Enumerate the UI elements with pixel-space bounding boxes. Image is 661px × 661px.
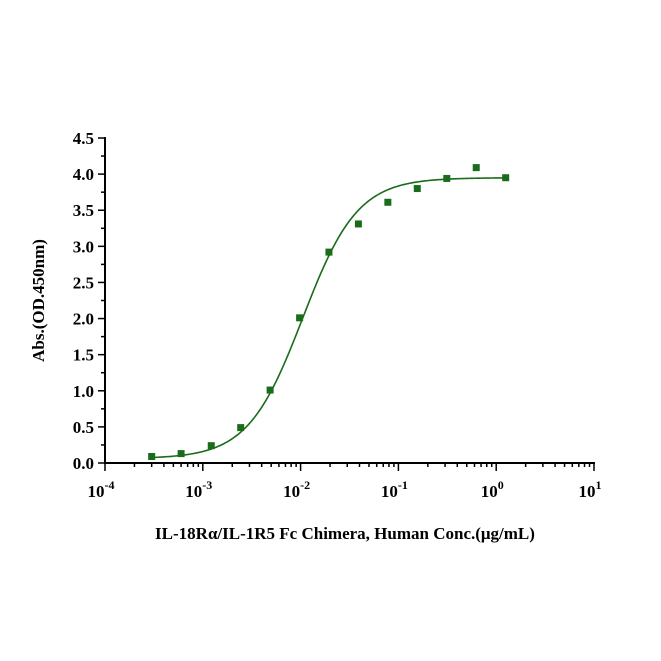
y-tick-label: 2.5 [73, 273, 94, 292]
x-tick-label: 101 [579, 478, 602, 501]
data-point [384, 198, 392, 206]
data-point [207, 442, 215, 450]
y-tick-label: 1.0 [73, 382, 94, 401]
x-tick-label: 10-1 [381, 478, 408, 501]
x-ticks: 10-4 10-3 10-2 10-1 100 101 [88, 463, 602, 501]
data-point [237, 424, 245, 432]
x-tick-label: 100 [481, 478, 504, 501]
y-tick-label: 3.0 [73, 237, 94, 256]
x-tick-label: 10-2 [283, 478, 310, 501]
x-axis-label: IL-18Rα/IL-1R5 Fc Chimera, Human Conc.(μ… [155, 524, 535, 543]
y-tick-label: 3.5 [73, 201, 94, 220]
y-tick-label: 4.0 [73, 165, 94, 184]
axes [104, 137, 595, 464]
y-tick-label: 2.0 [73, 310, 94, 329]
y-tick-label: 0.0 [73, 454, 94, 473]
data-point [266, 386, 274, 394]
data-point [472, 164, 480, 172]
data-point [354, 220, 362, 228]
y-tick-label: 0.5 [73, 418, 94, 437]
data-point [413, 185, 421, 193]
fit-curve [151, 177, 506, 459]
data-point [325, 248, 333, 256]
data-points [148, 164, 510, 460]
x-tick-label: 10-3 [185, 478, 212, 501]
data-point [502, 174, 510, 182]
data-point [296, 314, 304, 322]
data-point [177, 450, 185, 458]
y-ticks: 0.0 0.5 1.0 1.5 2.0 2.5 3.0 3.5 4.0 4.5 [73, 129, 105, 473]
y-tick-label: 1.5 [73, 346, 94, 365]
y-tick-label: 4.5 [73, 129, 94, 148]
data-point [148, 453, 156, 460]
y-axis-label: Abs.(OD.450nm) [29, 239, 48, 362]
data-point [443, 174, 451, 182]
x-tick-label: 10-4 [88, 478, 115, 501]
